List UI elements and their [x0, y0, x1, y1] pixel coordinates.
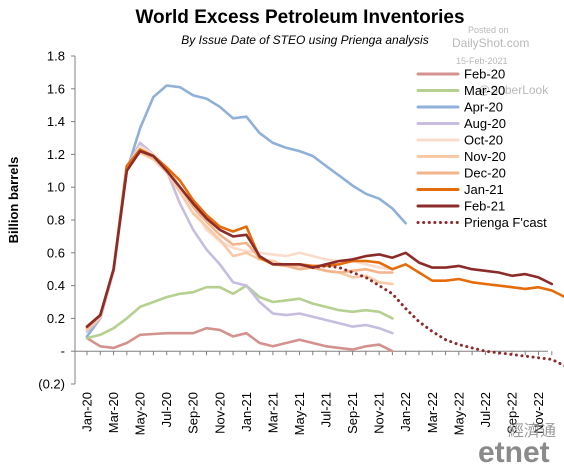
x-tick-label: Jan-20 — [80, 392, 95, 432]
x-tick-label: Sep-21 — [345, 392, 360, 434]
y-tick-label: 0.2 — [47, 311, 65, 326]
y-tick-label: 0.4 — [47, 278, 65, 293]
x-tick-label: May-20 — [133, 392, 148, 435]
y-tick-label: 1.4 — [47, 114, 65, 129]
chart-title: World Excess Petroleum Inventories — [135, 7, 464, 28]
y-tick-label: 0.8 — [47, 213, 65, 228]
x-tick-label: Sep-20 — [186, 392, 201, 434]
y-axis-label: Billion barrels — [6, 157, 21, 244]
legend-label: Prienga F'cast — [464, 215, 547, 230]
legend-label: Apr-20 — [464, 100, 503, 115]
x-tick-label: Jul-22 — [478, 392, 493, 427]
series-line-jan-21 — [85, 148, 564, 328]
x-tick-label: Nov-20 — [212, 392, 227, 434]
x-tick-label: May-22 — [451, 392, 466, 435]
x-tick-label: Mar-21 — [265, 392, 280, 433]
x-tick-label: Nov-22 — [531, 392, 546, 434]
x-tick-label: Mar-22 — [425, 392, 440, 433]
y-tick-label: 1.6 — [47, 81, 65, 96]
x-tick-label: Sep-22 — [504, 392, 519, 434]
legend-label: Mar-20 — [464, 83, 505, 98]
watermark-site: DailyShot.com — [452, 36, 529, 50]
legend-label: Dec-20 — [464, 166, 506, 181]
x-tick-label: Jan-22 — [398, 392, 413, 432]
x-tick-label: Jan-21 — [239, 392, 254, 432]
series-line-aug-20 — [85, 141, 394, 335]
y-tick-label: 1.0 — [47, 180, 65, 195]
chart-subtitle: By Issue Date of STEO using Prienga anal… — [181, 33, 428, 47]
y-tick-label: (0.2) — [38, 377, 65, 392]
axes: (0.2) - 0.2 0.4 0.6 0.8 1.0 1.2 1.4 1.6 1.8 Jan-20 M… — [38, 49, 553, 435]
series-line-dec-20 — [85, 149, 394, 330]
x-tick-label: Jul-20 — [159, 392, 174, 427]
series-line-apr-20 — [85, 84, 408, 338]
series-line-feb-20 — [85, 326, 394, 353]
x-tick-label: May-21 — [292, 392, 307, 435]
y-tick-label: 1.2 — [47, 147, 65, 162]
x-tick-label: Nov-21 — [372, 392, 387, 434]
watermark-handle: @SoberLook — [478, 83, 549, 97]
legend-label: Feb-20 — [464, 67, 505, 82]
series-line-nov-20 — [85, 151, 394, 332]
y-tick-label: - — [61, 344, 65, 359]
y-tick-label: 0.6 — [47, 245, 65, 260]
legend-label: Jan-21 — [464, 182, 504, 197]
series-line-prienga-f-cast — [311, 264, 564, 368]
legend-label: Feb-21 — [464, 199, 505, 214]
series-line-mar-20 — [85, 284, 394, 340]
legend-label: Oct-20 — [464, 133, 503, 148]
series-layer — [85, 84, 564, 368]
watermark-etnet: etnet — [478, 436, 550, 465]
legend-label: Nov-20 — [464, 149, 506, 164]
series-line-oct-20 — [85, 144, 394, 332]
watermark-etnet-cn: 經濟通 — [508, 421, 556, 440]
watermark-posted-on: Posted on — [468, 25, 509, 35]
legend-label: Aug-20 — [464, 116, 506, 131]
x-tick-label: Jul-21 — [319, 392, 334, 427]
watermark-date: 15-Feb-2021 — [456, 56, 508, 66]
y-tick-label: 1.8 — [47, 49, 65, 64]
x-tick-label: Mar-20 — [106, 392, 121, 433]
